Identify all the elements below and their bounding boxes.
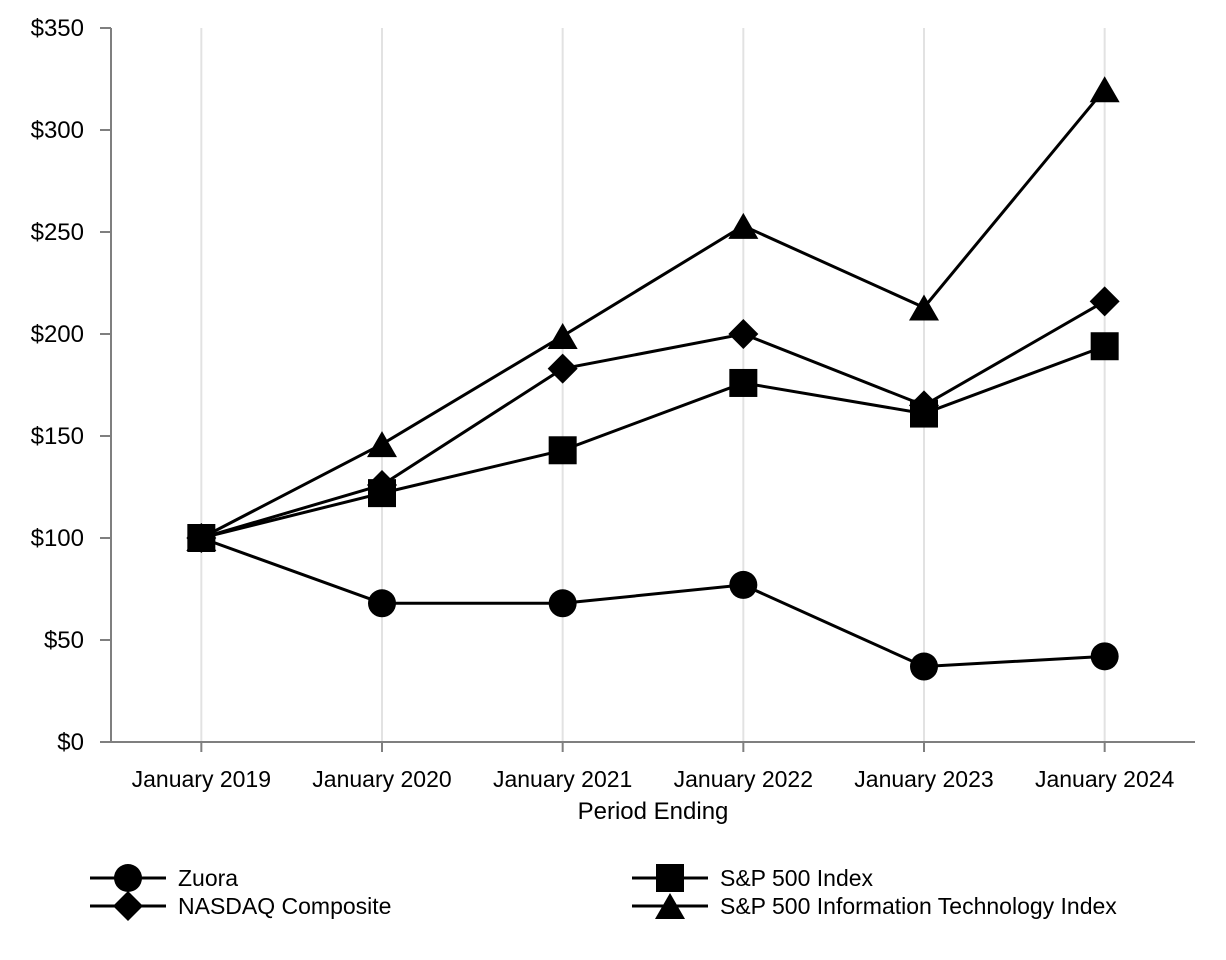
marker-square: [729, 368, 758, 397]
legend-label-zuora: Zuora: [178, 864, 239, 891]
legend-label-sp500: S&P 500 Index: [720, 864, 874, 891]
x-tick-label: January 2021: [493, 766, 632, 792]
y-tick-label: $300: [31, 117, 84, 144]
x-tick-label: January 2023: [854, 766, 993, 792]
performance-chart-plot-area: $0 $50 $100 $150 $200 $250 $300 $350 January 201…: [31, 15, 1195, 825]
legend-item-zuora: Zuora: [88, 864, 630, 892]
y-tick-label: $350: [31, 15, 84, 42]
marker-circle: [1090, 642, 1119, 671]
marker-diamond: [547, 353, 578, 384]
series-line-s-p-500-information-technology-index: [200, 88, 1106, 540]
legend-item-sp500: S&P 500 Index: [630, 864, 1117, 892]
marker-triangle: [547, 323, 578, 350]
marker-triangle: [367, 431, 397, 458]
marker-triangle: [728, 212, 759, 239]
legend-label-sp500-it: S&P 500 Information Technology Index: [720, 892, 1117, 919]
y-tick-label: $100: [31, 525, 84, 552]
y-tick-label: $200: [31, 321, 84, 348]
x-tick-label: January 2024: [1035, 766, 1175, 792]
series-line-zuora: [200, 536, 1105, 669]
marker-square: [910, 399, 938, 428]
y-tick-label: $150: [31, 423, 84, 450]
chart-legend: Zuora S&P 500 Index NASDAQ Composite S&P…: [88, 864, 1117, 921]
marker-triangle: [1089, 76, 1120, 103]
y-tick-label: $50: [44, 627, 84, 654]
marker-diamond: [1089, 286, 1120, 317]
marker-square: [187, 524, 216, 552]
diamond-marker-icon: [90, 891, 166, 921]
legend-item-sp500-it: S&P 500 Information Technology Index: [630, 892, 1117, 920]
x-tick-label: January 2022: [674, 766, 813, 792]
marker-circle: [910, 652, 938, 681]
marker-circle: [729, 570, 758, 599]
x-tick-label: January 2020: [312, 766, 451, 792]
circle-marker-icon: [90, 864, 166, 892]
square-marker-icon: [632, 864, 708, 892]
marker-diamond: [728, 319, 759, 349]
series-line-nasdaq-composite: [200, 300, 1106, 540]
marker-square: [1090, 332, 1119, 361]
marker-triangle: [909, 294, 939, 321]
y-tick-label: $250: [31, 219, 84, 246]
legend-item-nasdaq: NASDAQ Composite: [88, 891, 630, 921]
marker-square: [368, 479, 396, 508]
series-line-s-p-500-index: [200, 344, 1106, 540]
marker-square: [548, 436, 577, 465]
y-tick-label: $0: [57, 729, 84, 756]
marker-circle: [368, 589, 396, 618]
x-axis-title: Period Ending: [578, 798, 729, 825]
x-tick-label: January 2019: [132, 766, 271, 792]
legend-label-nasdaq: NASDAQ Composite: [178, 892, 392, 919]
triangle-marker-icon: [632, 893, 708, 919]
marker-circle: [548, 589, 577, 618]
